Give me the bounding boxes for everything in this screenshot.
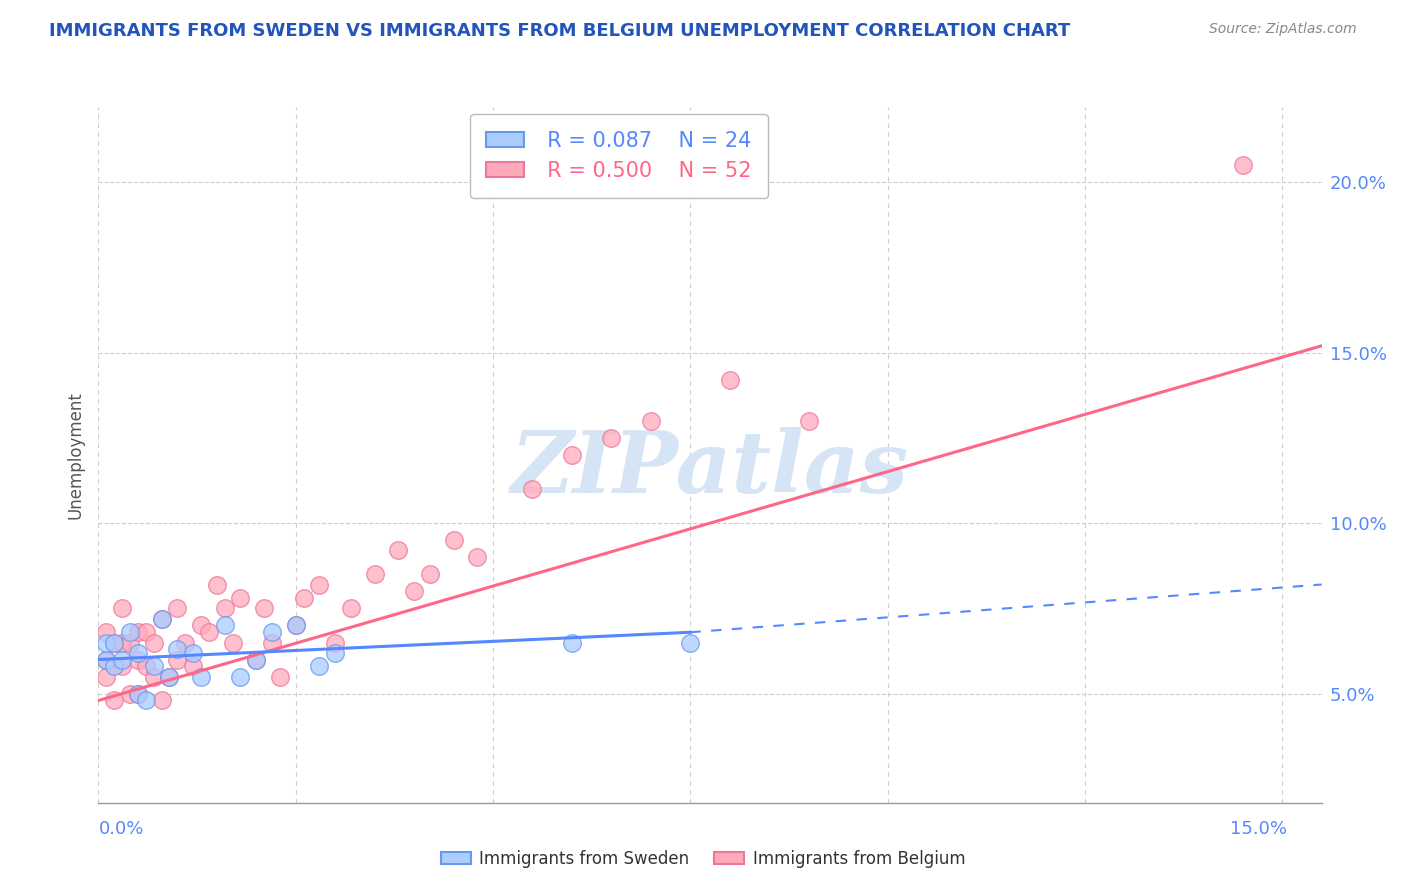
Point — [269, 670, 291, 684]
Legend: Immigrants from Sweden, Immigrants from Belgium: Immigrants from Sweden, Immigrants from … — [434, 844, 972, 875]
Point — [111, 635, 134, 649]
Point — [214, 601, 236, 615]
Point — [190, 618, 212, 632]
Point — [111, 659, 134, 673]
Point — [159, 670, 181, 684]
Point — [260, 635, 283, 649]
Point — [198, 625, 221, 640]
Point — [561, 448, 583, 462]
Point — [404, 584, 426, 599]
Point — [135, 625, 157, 640]
Point — [111, 652, 134, 666]
Point — [118, 625, 141, 640]
Point — [127, 646, 149, 660]
Point — [127, 687, 149, 701]
Point — [150, 612, 173, 626]
Point — [229, 670, 252, 684]
Point — [118, 635, 141, 649]
Point — [323, 646, 346, 660]
Point — [1232, 158, 1254, 172]
Point — [127, 652, 149, 666]
Point — [96, 625, 118, 640]
Point — [96, 652, 118, 666]
Point — [181, 646, 204, 660]
Point — [443, 533, 465, 548]
Point — [205, 577, 228, 591]
Point — [103, 635, 125, 649]
Point — [387, 543, 409, 558]
Point — [245, 652, 267, 666]
Point — [142, 670, 165, 684]
Point — [96, 652, 118, 666]
Point — [103, 693, 125, 707]
Point — [229, 591, 252, 606]
Point — [96, 670, 118, 684]
Point — [142, 659, 165, 673]
Point — [797, 414, 820, 428]
Point — [127, 625, 149, 640]
Point — [340, 601, 363, 615]
Point — [150, 612, 173, 626]
Point — [465, 550, 488, 565]
Point — [308, 577, 330, 591]
Point — [166, 642, 188, 657]
Point — [174, 635, 197, 649]
Y-axis label: Unemployment: Unemployment — [66, 391, 84, 519]
Point — [142, 635, 165, 649]
Point — [284, 618, 307, 632]
Point — [600, 431, 623, 445]
Point — [245, 652, 267, 666]
Point — [363, 567, 385, 582]
Point — [166, 652, 188, 666]
Text: ZIPatlas: ZIPatlas — [510, 427, 910, 510]
Text: 0.0%: 0.0% — [98, 821, 143, 838]
Point — [166, 601, 188, 615]
Point — [103, 635, 125, 649]
Point — [419, 567, 441, 582]
Point — [308, 659, 330, 673]
Point — [323, 635, 346, 649]
Point — [679, 635, 702, 649]
Point — [135, 693, 157, 707]
Point — [150, 693, 173, 707]
Point — [135, 659, 157, 673]
Point — [640, 414, 662, 428]
Text: Source: ZipAtlas.com: Source: ZipAtlas.com — [1209, 22, 1357, 37]
Point — [292, 591, 315, 606]
Point — [253, 601, 276, 615]
Point — [127, 687, 149, 701]
Point — [260, 625, 283, 640]
Point — [181, 659, 204, 673]
Text: 15.0%: 15.0% — [1230, 821, 1288, 838]
Text: IMMIGRANTS FROM SWEDEN VS IMMIGRANTS FROM BELGIUM UNEMPLOYMENT CORRELATION CHART: IMMIGRANTS FROM SWEDEN VS IMMIGRANTS FRO… — [49, 22, 1070, 40]
Point — [561, 635, 583, 649]
Legend:   R = 0.087    N = 24,   R = 0.500    N = 52: R = 0.087 N = 24, R = 0.500 N = 52 — [470, 114, 769, 198]
Point — [111, 601, 134, 615]
Point — [522, 482, 544, 496]
Point — [118, 687, 141, 701]
Point — [214, 618, 236, 632]
Point — [221, 635, 243, 649]
Point — [190, 670, 212, 684]
Point — [96, 635, 118, 649]
Point — [159, 670, 181, 684]
Point — [103, 659, 125, 673]
Point — [718, 373, 741, 387]
Point — [284, 618, 307, 632]
